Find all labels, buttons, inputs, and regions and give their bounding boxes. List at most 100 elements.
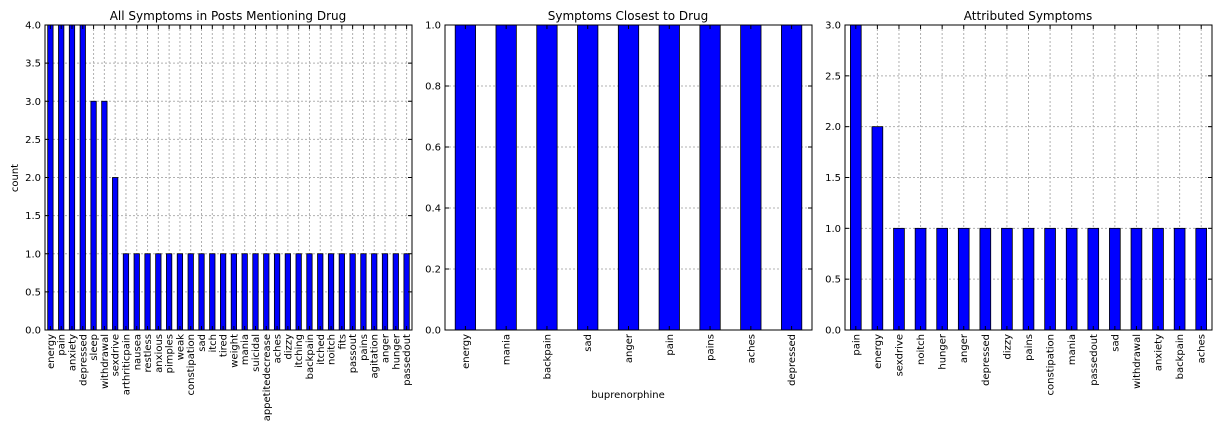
all-symptoms-bar [133, 253, 140, 331]
attributed-symptoms-x-tick-label: pains [1024, 334, 1035, 361]
all-symptoms-bar [198, 253, 205, 331]
all-symptoms-x-tick-label: anxious [154, 334, 165, 373]
closest-symptoms-x-tick-label: pain [665, 334, 676, 356]
attributed-symptoms-title: Attributed Symptoms [964, 9, 1092, 23]
all-symptoms-bar [317, 253, 324, 331]
all-symptoms-y-tick-label: 2.5 [25, 135, 41, 146]
all-symptoms-x-tick-label: nausea [132, 334, 143, 370]
attributed-symptoms-bar [1152, 227, 1164, 331]
all-symptoms-x-tick-label: pain [57, 334, 68, 356]
all-symptoms-x-tick-label: weak [175, 334, 186, 360]
attributed-symptoms-bar [914, 227, 927, 331]
all-symptoms-x-tick-label: tired [219, 334, 230, 357]
all-symptoms-x-tick-label: suicidal [251, 334, 262, 372]
all-symptoms-bar [241, 253, 248, 331]
closest-symptoms-y-tick-label: 0.0 [425, 326, 441, 337]
attributed-symptoms-x-tick-label: mania [1067, 334, 1078, 365]
all-symptoms-bar [295, 253, 302, 331]
all-symptoms-bar [327, 253, 335, 331]
attributed-symptoms-x-tick-label: sexdrive [894, 334, 905, 376]
closest-symptoms-bar [699, 24, 721, 331]
attributed-symptoms-bar [957, 227, 970, 331]
closest-symptoms-x-tick-label: anger [624, 333, 635, 363]
all-symptoms-x-tick-label: energy [46, 334, 57, 369]
attributed-symptoms-x-tick-label: anger [959, 333, 970, 363]
all-symptoms-bar [220, 253, 227, 331]
all-symptoms-x-tick-label: aches [273, 334, 284, 363]
closest-symptoms-bar [495, 24, 517, 331]
closest-symptoms-x-tick-label: aches [746, 334, 757, 363]
attributed-symptoms-bar [1173, 227, 1186, 331]
all-symptoms-x-tick-label: sexdrive [111, 334, 122, 376]
all-symptoms-bar [144, 253, 151, 331]
all-symptoms-x-tick-label: hunger [391, 333, 402, 370]
all-symptoms-x-tick-label: restless [143, 334, 154, 373]
all-symptoms-y-tick-label: 3.5 [25, 59, 41, 70]
all-symptoms-bar [392, 253, 399, 331]
attributed-symptoms-x-tick-label: anxiety [1154, 334, 1165, 371]
closest-symptoms-x-tick-label: pains [706, 334, 717, 361]
attributed-symptoms-bar [1022, 227, 1035, 331]
all-symptoms-x-tick-label: withdrawal [100, 334, 111, 389]
attributed-symptoms-x-tick-label: aches [1197, 334, 1208, 363]
closest-symptoms-bar [617, 24, 640, 331]
all-symptoms-x-tick-label: itch [208, 334, 219, 353]
all-symptoms-x-tick-label: fits [337, 334, 348, 349]
all-symptoms-x-tick-label: sad [197, 334, 208, 352]
all-symptoms-y-tick-label: 3.0 [25, 97, 41, 108]
attributed-symptoms-y-tick-label: 1.5 [825, 173, 841, 184]
all-symptoms-y-tick-label: 1.0 [25, 249, 41, 260]
all-symptoms-bar [122, 253, 130, 331]
all-symptoms-bar [90, 100, 97, 331]
closest-symptoms-x-tick-label: sad [583, 334, 594, 352]
attributed-symptoms-y-tick-label: 2.5 [825, 71, 841, 82]
all-symptoms-panel: All Symptoms in Posts Mentioning Drug co… [10, 9, 413, 421]
all-symptoms-bar [112, 177, 119, 331]
closest-symptoms-bar [536, 24, 558, 331]
attributed-symptoms-bar [893, 227, 905, 331]
attributed-symptoms-x-tick-label: dizzy [1002, 334, 1013, 360]
closest-symptoms-x-tick-label: depressed [787, 334, 798, 386]
attributed-symptoms-bar [1130, 227, 1143, 331]
attributed-symptoms-x-tick-label: energy [873, 334, 884, 369]
all-symptoms-bar [381, 253, 389, 331]
attributed-symptoms-bar [849, 24, 862, 331]
attributed-symptoms-bar [979, 227, 992, 331]
closest-symptoms-bar [781, 24, 803, 331]
all-symptoms-bar [273, 253, 281, 331]
attributed-symptoms-x-tick-label: withdrawal [1132, 334, 1143, 389]
closest-symptoms-x-tick-label: mania [502, 334, 513, 365]
attributed-symptoms-x-tick-label: sad [1110, 334, 1121, 352]
attributed-symptoms-x-tick-label: constipation [1046, 334, 1057, 396]
all-symptoms-y-tick-label: 0.0 [25, 326, 41, 337]
all-symptoms-bar [155, 253, 162, 331]
all-symptoms-bar [371, 253, 378, 331]
all-symptoms-bar [58, 24, 65, 331]
all-symptoms-x-tick-label: anxiety [67, 334, 78, 371]
all-symptoms-x-tick-label: pimples [165, 334, 176, 373]
closest-symptoms-x-axis-label: buprenorphine [591, 390, 665, 401]
attributed-symptoms-x-tick-label: passedout [1089, 334, 1100, 386]
all-symptoms-x-tick-label: agitation [370, 334, 381, 378]
all-symptoms-y-tick-label: 2.0 [25, 173, 41, 184]
closest-symptoms-y-tick-label: 0.2 [425, 265, 441, 276]
closest-symptoms-y-tick-label: 1.0 [425, 21, 441, 32]
attributed-symptoms-bar [1195, 227, 1208, 331]
all-symptoms-bar [230, 253, 237, 331]
attributed-symptoms-bar [936, 227, 948, 331]
all-symptoms-x-tick-label: passout [348, 334, 359, 373]
all-symptoms-y-axis-label: count [10, 164, 21, 192]
attributed-symptoms-bar [1001, 227, 1013, 331]
closest-symptoms-y-tick-label: 0.6 [425, 143, 441, 154]
all-symptoms-title: All Symptoms in Posts Mentioning Drug [110, 9, 347, 23]
all-symptoms-x-tick-label: appetitedecrease [262, 334, 273, 421]
all-symptoms-bar [187, 253, 194, 331]
closest-symptoms-bar [577, 24, 599, 331]
closest-symptoms-bar [740, 24, 762, 331]
attributed-symptoms-bar [1087, 227, 1100, 331]
all-symptoms-x-tick-label: mania [240, 334, 251, 365]
closest-symptoms-y-tick-label: 0.4 [425, 204, 441, 215]
attributed-symptoms-y-tick-label: 0.0 [825, 326, 841, 337]
closest-symptoms-x-tick-label: backpain [542, 334, 553, 379]
all-symptoms-x-tick-label: pains [359, 334, 370, 361]
